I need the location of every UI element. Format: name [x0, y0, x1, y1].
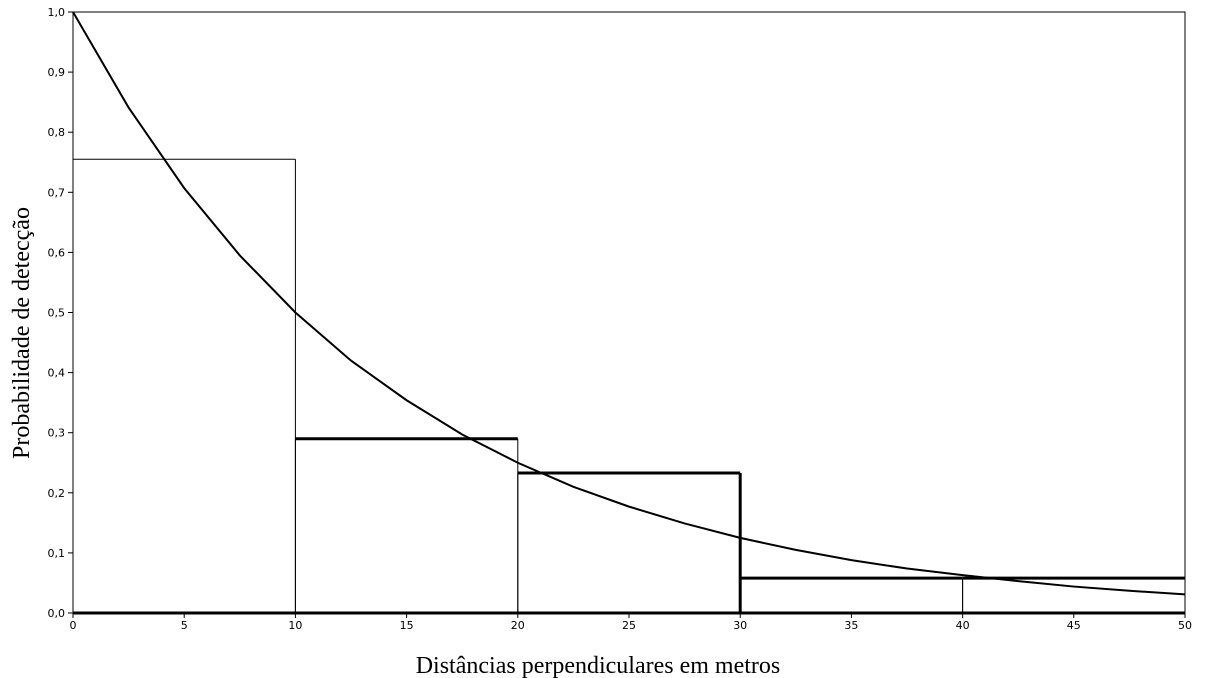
x-tick-label: 30 — [733, 619, 747, 632]
x-tick-label: 50 — [1178, 619, 1192, 632]
y-tick-label: 0,8 — [48, 126, 66, 139]
y-tick-label: 1,0 — [48, 6, 66, 19]
x-tick-label: 35 — [844, 619, 858, 632]
x-tick-label: 10 — [288, 619, 302, 632]
y-tick-label: 0,5 — [48, 307, 66, 320]
x-tick-label: 20 — [511, 619, 525, 632]
x-tick-label: 0 — [70, 619, 77, 632]
plot-area — [72, 11, 1186, 614]
x-tick-label: 25 — [622, 619, 636, 632]
x-tick-label: 5 — [181, 619, 188, 632]
x-axis-title: Distâncias perpendiculares em metros — [416, 653, 781, 678]
y-tick-label: 0,9 — [48, 66, 66, 79]
x-ticks: 0 5 10 15 20 25 30 35 40 45 50 — [70, 613, 1192, 632]
y-tick-label: 0,6 — [48, 246, 66, 259]
y-ticks: 0,0 0,1 0,2 0,3 0,4 0,5 0,6 0,7 0,8 0,9 1,0 — [48, 6, 73, 620]
y-tick-label: 0,1 — [48, 547, 66, 560]
y-tick-label: 0,3 — [48, 427, 66, 440]
y-tick-label: 0,4 — [48, 367, 66, 380]
y-tick-label: 0,7 — [48, 186, 66, 199]
y-tick-label: 0,0 — [48, 607, 66, 620]
x-tick-label: 45 — [1067, 619, 1081, 632]
detection-curve — [72, 11, 1186, 596]
y-axis-title: Probabilidade de detecção — [9, 207, 35, 459]
y-tick-label: 0,2 — [48, 487, 66, 500]
x-tick-label: 40 — [956, 619, 970, 632]
x-tick-label: 15 — [400, 619, 414, 632]
